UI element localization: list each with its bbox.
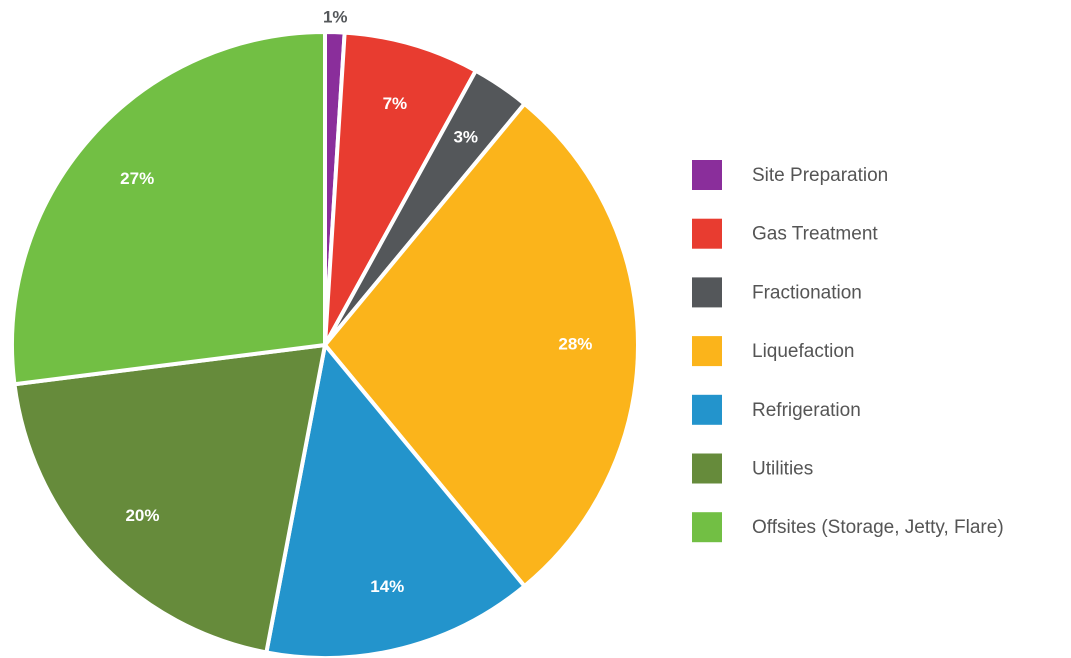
slice-label: 7%: [383, 94, 408, 113]
legend-swatch: [692, 453, 722, 484]
pie-slice: [10, 29, 327, 387]
pie-slice: [264, 340, 528, 658]
legend-label: Refrigeration: [752, 400, 861, 421]
legend-label: Fractionation: [752, 282, 862, 303]
legend-swatch: [692, 394, 722, 425]
slice-label: 27%: [120, 169, 154, 188]
legend-label: Gas Treatment: [752, 224, 878, 245]
pie-slice: [322, 101, 641, 589]
slice-label: 28%: [558, 334, 592, 353]
legend-label: Utilities: [752, 459, 813, 480]
slice-label: 20%: [125, 506, 159, 525]
slice-label: 3%: [453, 127, 478, 146]
legend-label: Site Preparation: [752, 165, 888, 186]
legend-label: Liquefaction: [752, 341, 854, 362]
slice-label: 1%: [323, 8, 348, 27]
legend-swatch: [692, 218, 722, 249]
legend-swatch: [692, 512, 722, 543]
legend-swatch: [692, 277, 722, 308]
legend-swatch: [692, 160, 722, 190]
legend-label: Offsites (Storage, Jetty, Flare): [752, 517, 1004, 538]
pie-slice: [12, 342, 328, 655]
slice-label: 14%: [370, 577, 404, 596]
legend-swatch: [692, 336, 722, 367]
pie-slice: [323, 30, 479, 346]
